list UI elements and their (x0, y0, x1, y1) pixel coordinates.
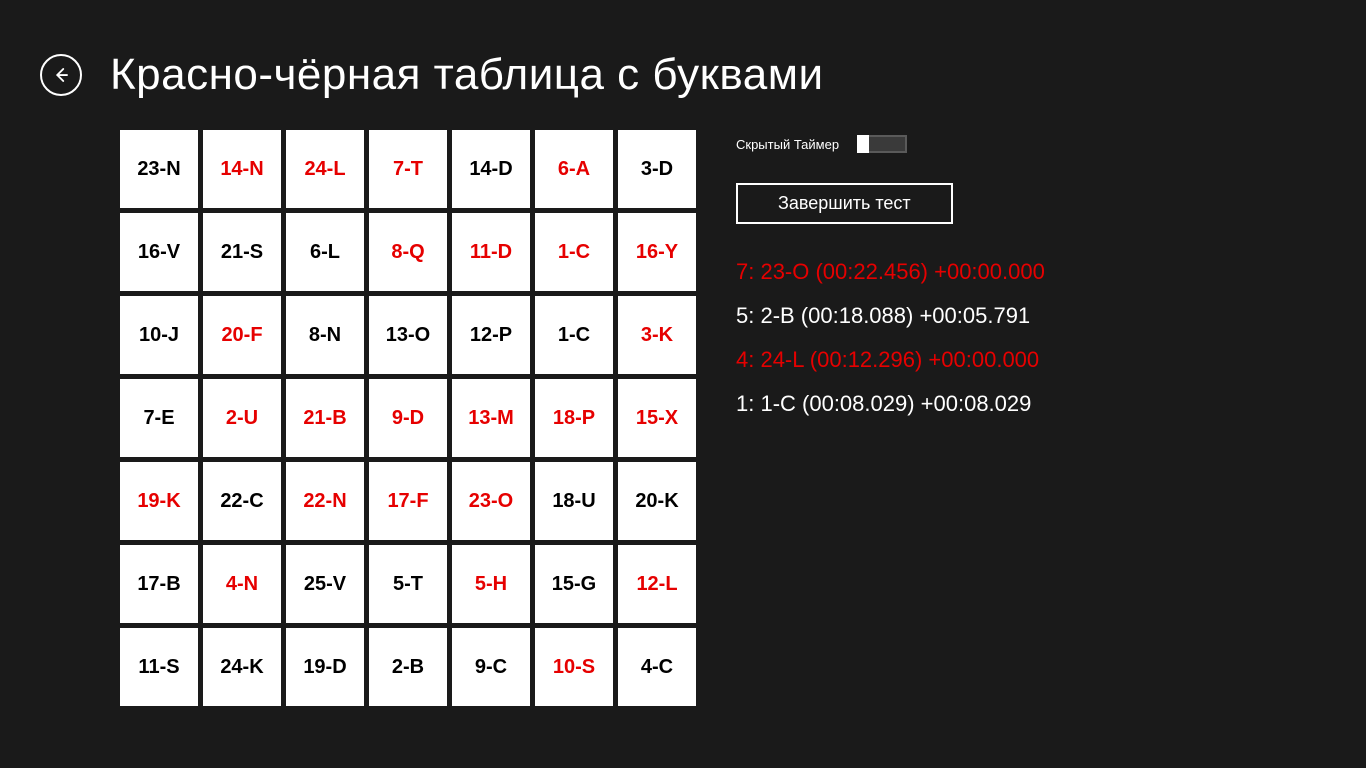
grid-cell[interactable]: 16-V (120, 213, 198, 291)
grid-cell[interactable]: 6-L (286, 213, 364, 291)
back-button[interactable] (40, 54, 82, 96)
grid-cell[interactable]: 25-V (286, 545, 364, 623)
grid-cell[interactable]: 20-K (618, 462, 696, 540)
grid-cell[interactable]: 4-C (618, 628, 696, 706)
grid-cell[interactable]: 18-P (535, 379, 613, 457)
log-entry: 7: 23-O (00:22.456) +00:00.000 (736, 259, 1045, 285)
grid-cell[interactable]: 18-U (535, 462, 613, 540)
grid-cell[interactable]: 9-D (369, 379, 447, 457)
grid-cell[interactable]: 15-G (535, 545, 613, 623)
grid-cell[interactable]: 6-A (535, 130, 613, 208)
grid-cell[interactable]: 22-N (286, 462, 364, 540)
grid-cell[interactable]: 20-F (203, 296, 281, 374)
grid-cell[interactable]: 12-L (618, 545, 696, 623)
grid-cell[interactable]: 21-S (203, 213, 281, 291)
grid-cell[interactable]: 19-K (120, 462, 198, 540)
grid-cell[interactable]: 9-C (452, 628, 530, 706)
grid-cell[interactable]: 1-C (535, 213, 613, 291)
grid-cell[interactable]: 15-X (618, 379, 696, 457)
grid-cell[interactable]: 3-K (618, 296, 696, 374)
grid-cell[interactable]: 24-L (286, 130, 364, 208)
log-entry: 5: 2-B (00:18.088) +00:05.791 (736, 303, 1045, 329)
page-title: Красно-чёрная таблица с буквами (110, 50, 824, 100)
grid-cell[interactable]: 14-D (452, 130, 530, 208)
grid-cell[interactable]: 2-B (369, 628, 447, 706)
grid-cell[interactable]: 19-D (286, 628, 364, 706)
grid-cell[interactable]: 11-D (452, 213, 530, 291)
main-content: 23-N14-N24-L7-T14-D6-A3-D16-V21-S6-L8-Q1… (0, 130, 1366, 706)
results-log: 7: 23-O (00:22.456) +00:00.000 5: 2-B (00… (736, 259, 1045, 417)
grid-cell[interactable]: 16-Y (618, 213, 696, 291)
timer-row: Скрытый Таймер (736, 135, 1045, 153)
grid-cell[interactable]: 11-S (120, 628, 198, 706)
grid-cell[interactable]: 21-B (286, 379, 364, 457)
grid-cell[interactable]: 8-Q (369, 213, 447, 291)
grid-cell[interactable]: 5-T (369, 545, 447, 623)
grid-cell[interactable]: 23-N (120, 130, 198, 208)
finish-test-button[interactable]: Завершить тест (736, 183, 953, 224)
grid-cell[interactable]: 1-C (535, 296, 613, 374)
log-entry: 1: 1-C (00:08.029) +00:08.029 (736, 391, 1045, 417)
grid-cell[interactable]: 24-K (203, 628, 281, 706)
arrow-left-icon (52, 66, 70, 84)
grid-cell[interactable]: 7-E (120, 379, 198, 457)
grid-cell[interactable]: 17-F (369, 462, 447, 540)
grid-cell[interactable]: 10-S (535, 628, 613, 706)
grid-cell[interactable]: 7-T (369, 130, 447, 208)
toggle-thumb (857, 135, 869, 153)
grid-cell[interactable]: 3-D (618, 130, 696, 208)
side-panel: Скрытый Таймер Завершить тест 7: 23-O (0… (736, 130, 1045, 706)
grid-cell[interactable]: 8-N (286, 296, 364, 374)
grid-cell[interactable]: 12-P (452, 296, 530, 374)
grid-cell[interactable]: 17-B (120, 545, 198, 623)
grid-cell[interactable]: 22-C (203, 462, 281, 540)
grid-cell[interactable]: 2-U (203, 379, 281, 457)
grid-cell[interactable]: 5-H (452, 545, 530, 623)
grid-cell[interactable]: 13-M (452, 379, 530, 457)
grid-cell[interactable]: 23-O (452, 462, 530, 540)
header: Красно-чёрная таблица с буквами (0, 0, 1366, 130)
grid-cell[interactable]: 4-N (203, 545, 281, 623)
grid-cell[interactable]: 14-N (203, 130, 281, 208)
hidden-timer-toggle[interactable] (857, 135, 907, 153)
grid-cell[interactable]: 10-J (120, 296, 198, 374)
grid-cell[interactable]: 13-O (369, 296, 447, 374)
schulte-grid: 23-N14-N24-L7-T14-D6-A3-D16-V21-S6-L8-Q1… (120, 130, 696, 706)
timer-label: Скрытый Таймер (736, 137, 839, 152)
log-entry: 4: 24-L (00:12.296) +00:00.000 (736, 347, 1045, 373)
